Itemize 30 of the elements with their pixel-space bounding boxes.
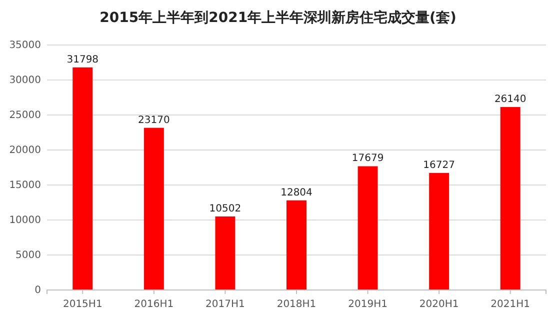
- x-tick-label: 2017H1: [206, 299, 245, 310]
- bar: [358, 166, 378, 290]
- bar: [144, 128, 164, 290]
- data-label: 16727: [423, 160, 455, 171]
- y-tick-label: 0: [34, 285, 41, 296]
- x-tick-label: 2016H1: [134, 299, 174, 310]
- bar: [286, 200, 306, 290]
- y-tick-label: 5000: [16, 250, 41, 262]
- y-tick-label: 10000: [9, 215, 41, 226]
- x-tick-label: 2020H1: [419, 299, 459, 310]
- bar: [429, 172, 450, 290]
- x-tick-label: 2019H1: [348, 299, 388, 310]
- x-tick-label: 2021H1: [490, 299, 530, 310]
- data-label: 17679: [352, 153, 384, 164]
- bar: [215, 216, 236, 290]
- data-label: 12804: [280, 187, 312, 198]
- bar: [500, 107, 520, 290]
- x-tick-label: 2018H1: [276, 299, 316, 310]
- bar: [72, 67, 93, 290]
- y-tick-label: 35000: [9, 40, 41, 52]
- chart-title: 2015年上半年到2021年上半年深圳新房住宅成交量(套): [100, 9, 456, 26]
- data-label: 23170: [138, 114, 170, 126]
- y-tick-label: 15000: [9, 180, 41, 192]
- y-tick-label: 20000: [9, 145, 41, 156]
- y-tick-label: 30000: [9, 75, 41, 86]
- data-label: 31798: [66, 54, 99, 66]
- data-label: 10502: [209, 203, 242, 214]
- data-label: 26140: [494, 94, 526, 106]
- x-tick-label: 2015H1: [62, 299, 102, 310]
- y-tick-label: 25000: [9, 110, 41, 122]
